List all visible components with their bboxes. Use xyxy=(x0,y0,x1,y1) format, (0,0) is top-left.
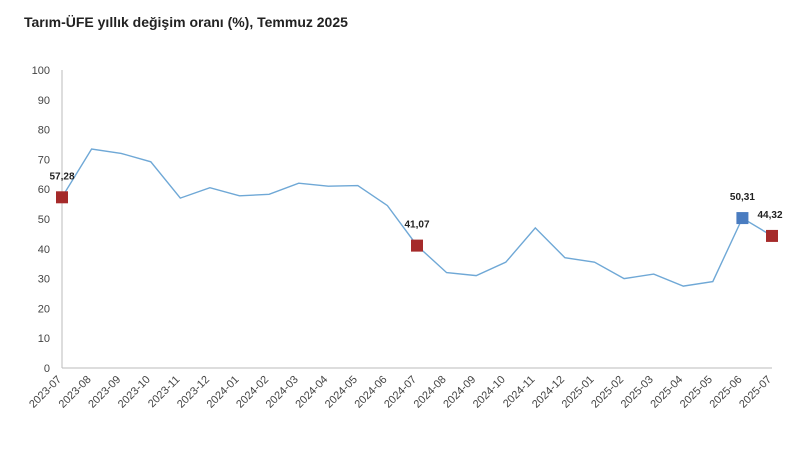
y-tick-label: 100 xyxy=(32,65,50,77)
y-tick-label: 40 xyxy=(38,244,50,256)
axes-group xyxy=(61,70,772,369)
highlight-marker xyxy=(411,239,423,252)
data-label: 41,07 xyxy=(404,220,429,231)
y-tick-label: 0 xyxy=(44,363,50,375)
x-tick-label: 2023-10 xyxy=(116,374,153,411)
highlight-markers xyxy=(56,191,778,252)
y-tick-label: 90 xyxy=(38,95,50,107)
chart-title: Tarım-ÜFE yıllık değişim oranı (%), Temm… xyxy=(24,14,348,30)
y-tick-label: 50 xyxy=(38,214,50,226)
y-tick-label: 70 xyxy=(38,154,50,166)
y-tick-label: 20 xyxy=(38,303,50,315)
y-tick-labels: 0 10 20 30 40 50 60 70 80 90 100 xyxy=(32,65,50,375)
x-tick-label: 2024-10 xyxy=(471,374,508,411)
highlight-marker xyxy=(736,212,749,225)
highlight-marker xyxy=(766,229,778,242)
x-tick-label: 2025-07 xyxy=(737,374,774,411)
highlight-marker xyxy=(56,191,68,204)
data-label: 57,28 xyxy=(49,171,74,182)
data-label: 44,32 xyxy=(757,210,782,221)
data-label: 50,31 xyxy=(730,192,755,203)
series-line xyxy=(61,148,773,287)
y-tick-label: 30 xyxy=(38,274,50,286)
y-tick-label: 60 xyxy=(38,184,50,196)
y-tick-label: 80 xyxy=(38,125,50,137)
x-tick-labels: 2023-072023-082023-092023-102023-112023-… xyxy=(27,374,774,411)
series-group xyxy=(61,148,773,287)
y-tick-label: 10 xyxy=(38,333,50,345)
